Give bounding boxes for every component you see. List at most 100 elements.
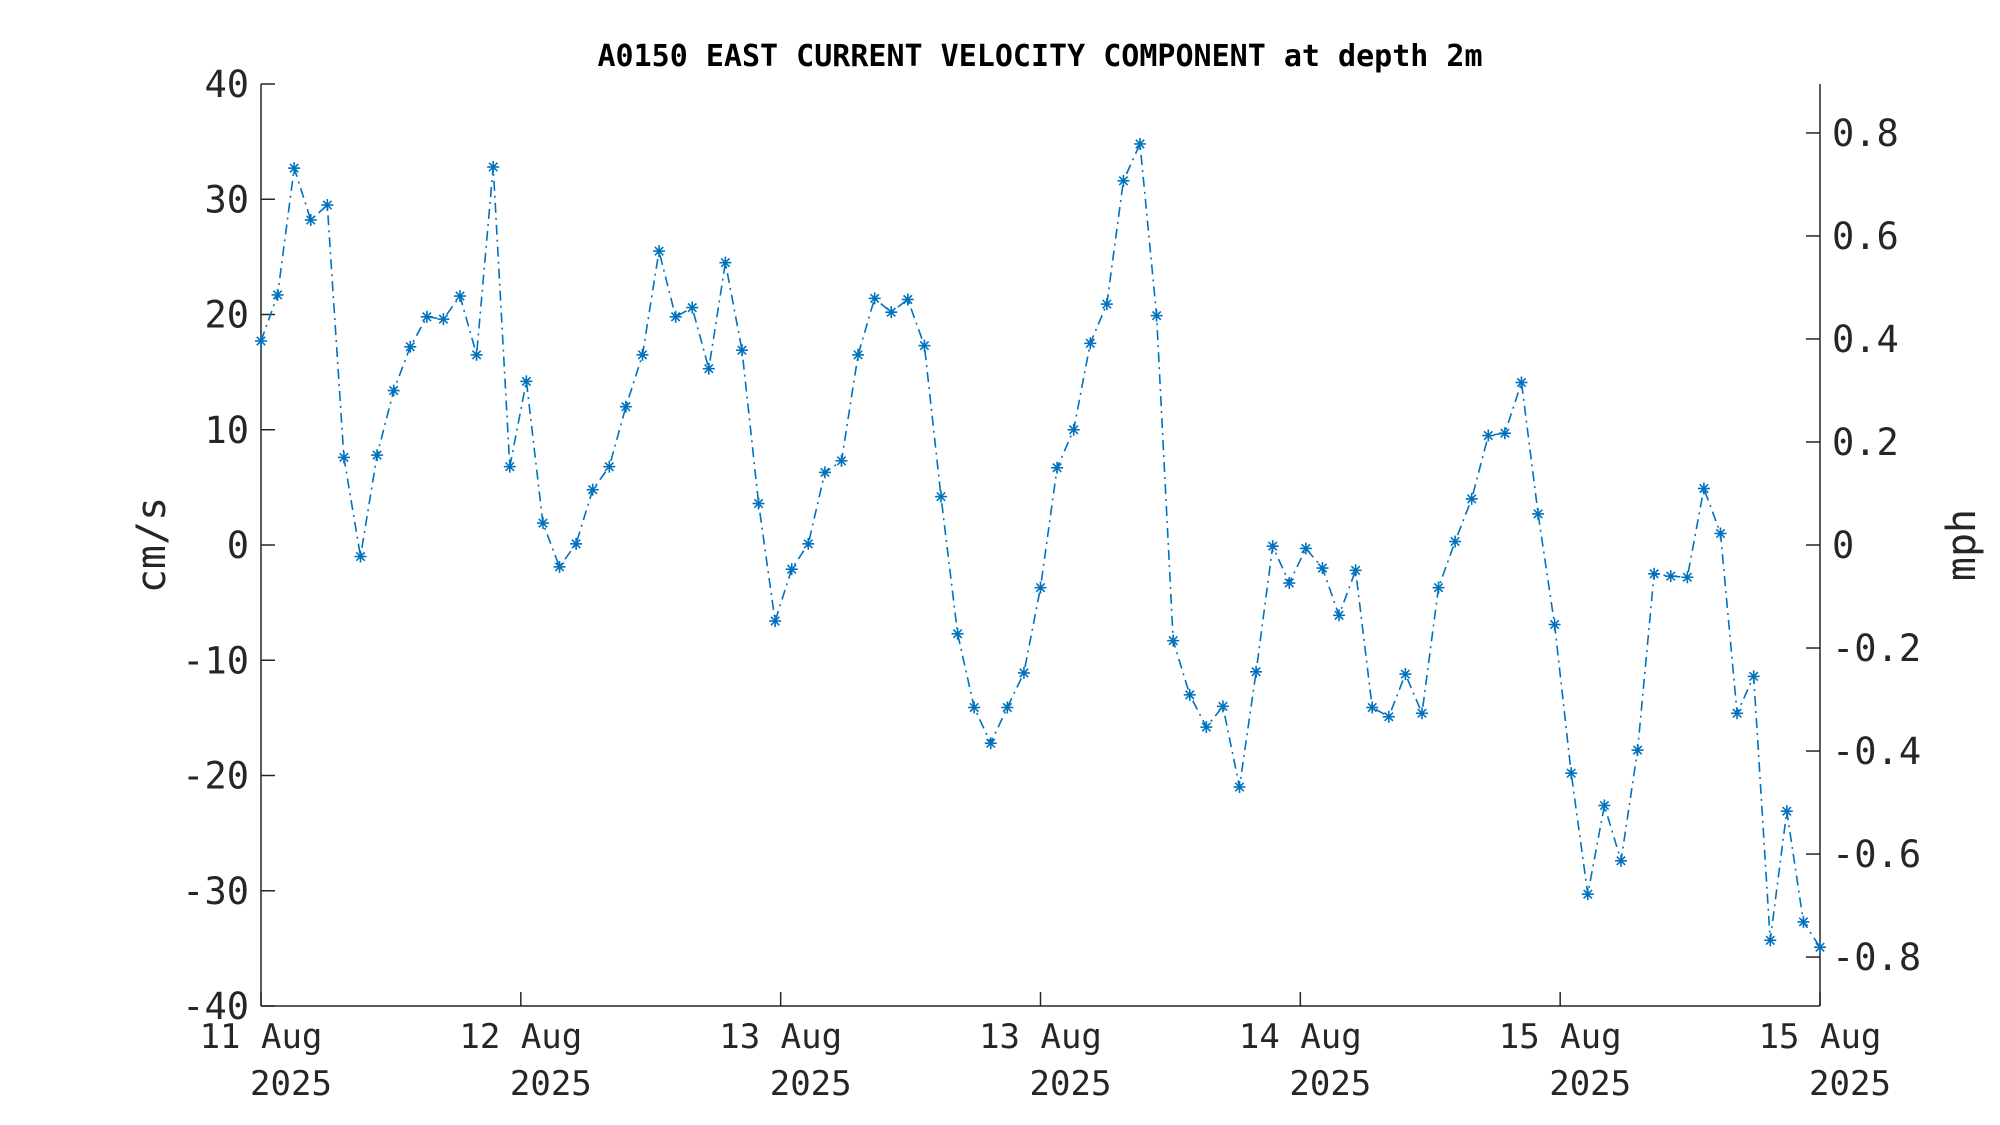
y-tick-label: 0 — [227, 524, 249, 567]
data-point — [1382, 710, 1395, 723]
x-tick-label-date: 15 Aug — [1759, 1017, 1882, 1057]
data-point — [1498, 427, 1511, 440]
data-point — [636, 348, 649, 361]
data-point — [1780, 805, 1793, 818]
data-point — [1283, 577, 1296, 590]
y2-tick-label: -0.2 — [1832, 627, 1921, 670]
data-point — [1299, 542, 1312, 555]
data-point — [1250, 665, 1263, 678]
data-point — [387, 384, 400, 397]
data-point — [1001, 701, 1014, 714]
data-point — [1581, 888, 1594, 901]
series-line — [260, 140, 1821, 948]
y-tick-label: 40 — [204, 63, 249, 106]
data-point — [686, 301, 699, 314]
axes — [260, 84, 1821, 1007]
data-point — [1747, 670, 1760, 683]
x-tick-label-year: 2025 — [1289, 1064, 1371, 1104]
data-point — [653, 245, 666, 258]
y-tick-label: 20 — [204, 294, 249, 337]
data-point — [1316, 562, 1329, 575]
data-point — [487, 160, 500, 173]
data-point — [536, 517, 549, 530]
data-point — [437, 313, 450, 326]
data-point — [885, 306, 898, 319]
data-point — [404, 340, 417, 353]
data-point — [984, 737, 997, 750]
data-point — [1731, 707, 1744, 720]
y2-tick-label: -0.8 — [1832, 936, 1921, 979]
data-point — [586, 483, 599, 496]
x-tick-label-date: 12 Aug — [459, 1017, 582, 1057]
x-ticks: 11 Aug 2025 12 Aug 2025 13 Aug 2025 13 Aug 2025… — [200, 992, 1891, 1104]
data-point — [1117, 174, 1130, 187]
data-point — [1565, 767, 1578, 780]
data-point — [1598, 799, 1611, 812]
data-point — [1797, 915, 1810, 928]
x-tick-label-year: 2025 — [250, 1064, 332, 1104]
data-point — [1482, 429, 1495, 442]
data-point — [951, 627, 964, 640]
data-point — [1167, 634, 1180, 647]
data-point — [1399, 668, 1412, 681]
data-point — [1814, 941, 1826, 954]
data-point — [1183, 688, 1196, 701]
x-tick-label-year: 2025 — [770, 1064, 852, 1104]
y2-tick-label: 0.4 — [1832, 318, 1899, 361]
data-point — [354, 550, 367, 563]
left-y-ticks: -40 -30 -20 -10 0 10 20 30 40 — [182, 63, 275, 1028]
data-point — [669, 310, 682, 323]
y2-tick-label: 0 — [1832, 524, 1854, 567]
data-point — [470, 348, 483, 361]
data-point — [702, 362, 715, 375]
y2-tick-label: 0.6 — [1832, 215, 1899, 258]
data-point — [1697, 482, 1710, 495]
data-point — [1034, 581, 1047, 594]
y-tick-label: -20 — [182, 755, 249, 798]
data-point — [735, 344, 748, 357]
data-point — [901, 293, 914, 306]
x-tick-label-date: 11 Aug — [200, 1017, 323, 1057]
data-point — [1200, 721, 1213, 734]
data-point — [288, 162, 301, 175]
data-point — [1432, 581, 1445, 594]
x-tick-label-date: 15 Aug — [1499, 1017, 1622, 1057]
data-point — [255, 335, 267, 348]
y-tick-label: -30 — [182, 870, 249, 913]
data-point — [1084, 337, 1097, 350]
data-point — [321, 199, 334, 212]
data-point — [570, 537, 583, 550]
data-point — [1714, 527, 1727, 540]
data-point — [371, 449, 384, 462]
data-point — [1233, 781, 1246, 794]
y2-tick-label: 0.2 — [1832, 421, 1899, 464]
data-point — [968, 701, 981, 714]
data-point — [785, 563, 798, 576]
data-point — [1100, 298, 1113, 311]
data-point — [271, 288, 284, 301]
data-point — [304, 213, 317, 226]
x-tick-label-year: 2025 — [1030, 1064, 1112, 1104]
data-point — [1017, 666, 1030, 679]
data-point — [1266, 540, 1279, 553]
data-point — [1415, 707, 1428, 720]
data-point — [1349, 564, 1362, 577]
y-tick-label: 10 — [204, 409, 249, 452]
data-point — [619, 400, 632, 413]
x-tick-label-date: 14 Aug — [1239, 1017, 1362, 1057]
x-tick-label-year: 2025 — [510, 1064, 592, 1104]
data-point — [1366, 701, 1379, 714]
data-point — [1631, 744, 1644, 757]
data-point — [1532, 507, 1545, 520]
data-point — [1150, 309, 1163, 322]
data-point — [818, 466, 831, 479]
data-point — [1614, 854, 1627, 867]
data-point — [1333, 609, 1346, 622]
x-tick-label-date: 13 Aug — [719, 1017, 842, 1057]
data-point — [1515, 376, 1528, 389]
data-point — [802, 537, 815, 550]
y2-tick-label: 0.8 — [1832, 112, 1899, 155]
data-point — [1681, 571, 1694, 584]
data-point — [1548, 618, 1561, 631]
